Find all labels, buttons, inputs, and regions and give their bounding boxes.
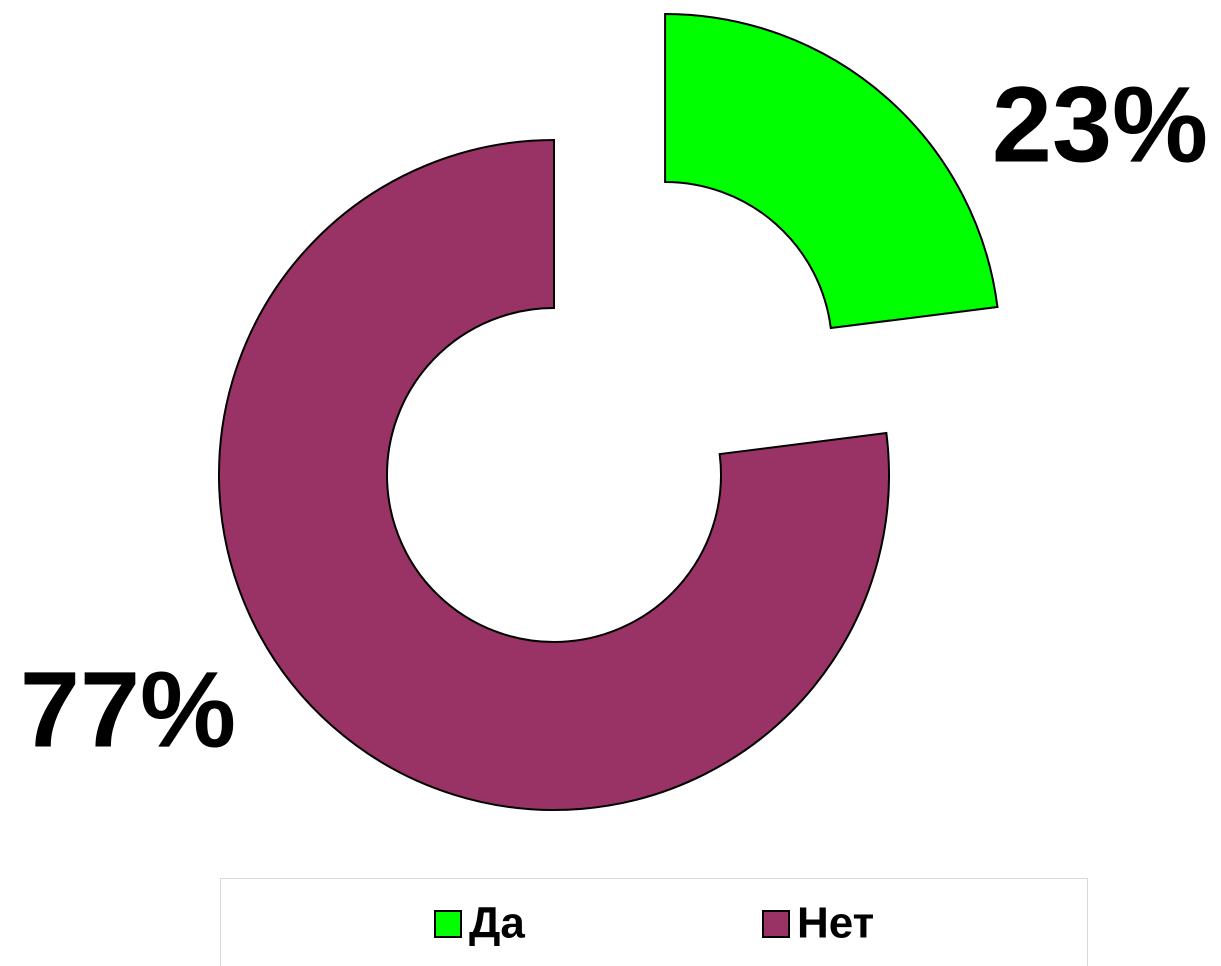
legend-swatch [434, 910, 462, 938]
data-label: 77% [20, 649, 236, 770]
legend-box [220, 878, 1088, 966]
donut-slice [664, 12, 999, 330]
legend-swatch [762, 910, 790, 938]
donut-slice [218, 138, 890, 811]
data-label: 23% [992, 64, 1208, 185]
legend-label: Нет [797, 899, 874, 948]
legend-label: Да [469, 899, 525, 948]
